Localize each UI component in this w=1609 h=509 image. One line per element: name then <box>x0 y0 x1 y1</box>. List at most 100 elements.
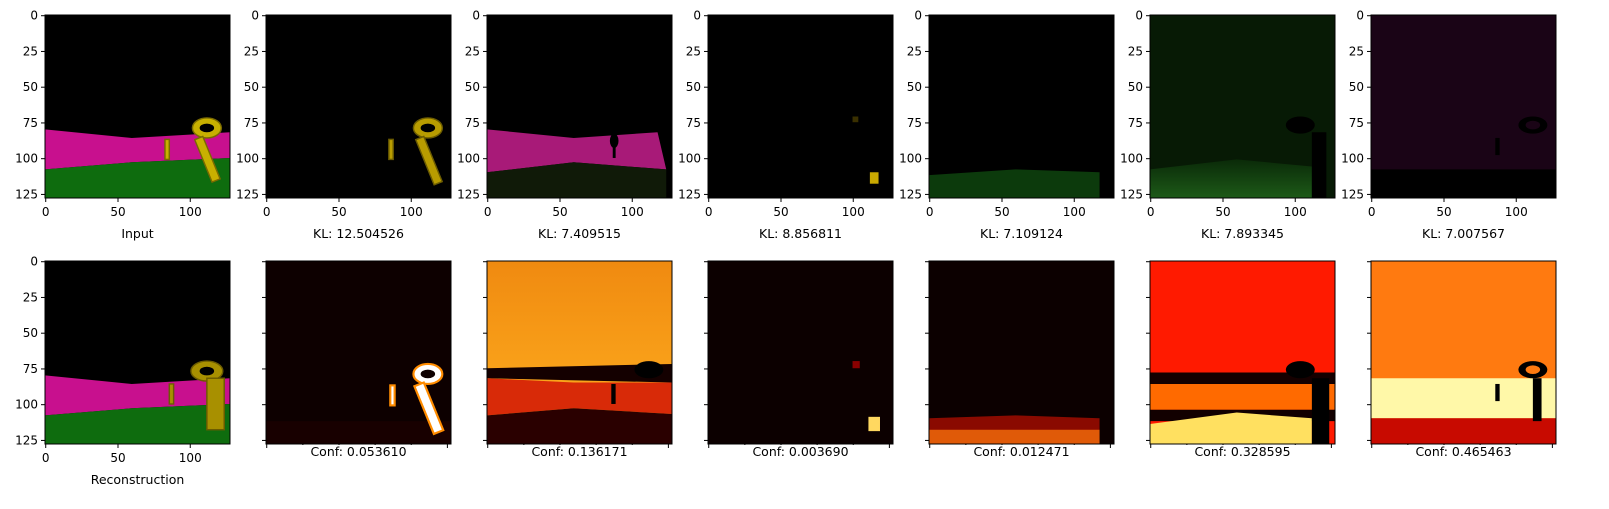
panel-caption: KL: 12.504526 <box>313 226 404 241</box>
y-tick-label: 125 <box>15 187 38 201</box>
panel-caption: KL: 7.007567 <box>1422 226 1505 241</box>
y-tick-label: 50 <box>23 80 38 94</box>
y-tick-label: 125 <box>15 433 38 447</box>
x-tick-label: 0 <box>484 205 492 219</box>
y-tick-label: 75 <box>23 362 38 376</box>
panel-conf-1 <box>266 261 451 444</box>
y-tick-label: 125 <box>1341 187 1364 201</box>
x-tick-label: 0 <box>263 205 271 219</box>
y-tick-label: 50 <box>1128 80 1143 94</box>
y-tick-label: 100 <box>1120 152 1143 166</box>
panel-slot-2 <box>487 15 672 198</box>
y-tick-label: 25 <box>1128 44 1143 58</box>
y-tick-label: 125 <box>678 187 701 201</box>
y-tick-label: 0 <box>1135 9 1143 23</box>
x-tick-label: 50 <box>331 205 346 219</box>
y-tick-label: 75 <box>686 116 701 130</box>
panel-slot-4 <box>929 15 1114 198</box>
y-tick-label: 100 <box>236 152 259 166</box>
x-tick-label: 0 <box>1147 205 1155 219</box>
y-tick-label: 75 <box>907 116 922 130</box>
y-tick-label: 25 <box>465 44 480 58</box>
x-tick-label: 100 <box>842 205 865 219</box>
y-tick-label: 0 <box>30 9 38 23</box>
panel-caption: Input <box>121 226 153 241</box>
panel-conf-3 <box>708 261 893 444</box>
x-tick-label: 50 <box>1436 205 1451 219</box>
panel-caption: Conf: 0.012471 <box>973 444 1069 459</box>
panel-caption: KL: 7.409515 <box>538 226 621 241</box>
y-tick-label: 100 <box>1341 152 1364 166</box>
panel-caption: KL: 8.856811 <box>759 226 842 241</box>
panel-caption: KL: 7.893345 <box>1201 226 1284 241</box>
y-tick-label: 75 <box>244 116 259 130</box>
panel-slot-6 <box>1371 15 1556 198</box>
y-tick-label: 0 <box>30 255 38 269</box>
x-tick-label: 100 <box>179 451 202 465</box>
panel-slot-5 <box>1150 15 1335 198</box>
x-tick-label: 100 <box>621 205 644 219</box>
x-tick-label: 100 <box>400 205 423 219</box>
y-tick-label: 50 <box>686 80 701 94</box>
x-tick-label: 50 <box>773 205 788 219</box>
y-tick-label: 25 <box>23 290 38 304</box>
y-tick-label: 25 <box>907 44 922 58</box>
y-tick-label: 25 <box>686 44 701 58</box>
panel-input <box>45 15 230 198</box>
panel-conf-2 <box>487 261 672 444</box>
y-tick-label: 50 <box>907 80 922 94</box>
panel-caption: Reconstruction <box>91 472 185 487</box>
x-tick-label: 0 <box>1368 205 1376 219</box>
y-tick-label: 125 <box>899 187 922 201</box>
panel-caption: Conf: 0.328595 <box>1194 444 1290 459</box>
y-tick-label: 50 <box>1349 80 1364 94</box>
y-tick-label: 100 <box>15 398 38 412</box>
x-tick-label: 50 <box>994 205 1009 219</box>
x-tick-label: 100 <box>179 205 202 219</box>
x-tick-label: 100 <box>1063 205 1086 219</box>
panel-caption: KL: 7.109124 <box>980 226 1063 241</box>
y-tick-label: 0 <box>693 9 701 23</box>
y-tick-label: 100 <box>457 152 480 166</box>
panel-conf-5 <box>1150 261 1335 444</box>
panel-conf-4 <box>929 261 1114 444</box>
x-tick-label: 50 <box>552 205 567 219</box>
panel-slot-3 <box>708 15 893 198</box>
y-tick-label: 0 <box>251 9 259 23</box>
y-tick-label: 0 <box>1356 9 1364 23</box>
y-tick-label: 75 <box>1128 116 1143 130</box>
x-tick-label: 0 <box>42 205 50 219</box>
x-tick-label: 100 <box>1284 205 1307 219</box>
y-tick-label: 100 <box>678 152 701 166</box>
x-tick-label: 50 <box>110 205 125 219</box>
y-tick-label: 75 <box>1349 116 1364 130</box>
y-tick-label: 75 <box>23 116 38 130</box>
panel-caption: Conf: 0.003690 <box>752 444 848 459</box>
y-tick-label: 50 <box>23 326 38 340</box>
x-tick-label: 0 <box>42 451 50 465</box>
y-tick-label: 0 <box>472 9 480 23</box>
panel-slot-1 <box>266 15 451 198</box>
y-tick-label: 125 <box>457 187 480 201</box>
panel-caption: Conf: 0.465463 <box>1415 444 1511 459</box>
y-tick-label: 125 <box>236 187 259 201</box>
panel-caption: Conf: 0.053610 <box>310 444 406 459</box>
y-tick-label: 0 <box>914 9 922 23</box>
y-tick-label: 25 <box>1349 44 1364 58</box>
x-tick-label: 0 <box>705 205 713 219</box>
y-tick-label: 75 <box>465 116 480 130</box>
y-tick-label: 25 <box>244 44 259 58</box>
y-tick-label: 100 <box>899 152 922 166</box>
panel-caption: Conf: 0.136171 <box>531 444 627 459</box>
panel-conf-6 <box>1371 261 1556 444</box>
y-tick-label: 50 <box>465 80 480 94</box>
y-tick-label: 50 <box>244 80 259 94</box>
x-tick-label: 50 <box>1215 205 1230 219</box>
x-tick-label: 0 <box>926 205 934 219</box>
panel-reconstruction <box>45 261 230 444</box>
y-tick-label: 25 <box>23 44 38 58</box>
x-tick-label: 50 <box>110 451 125 465</box>
y-tick-label: 125 <box>1120 187 1143 201</box>
x-tick-label: 100 <box>1505 205 1528 219</box>
